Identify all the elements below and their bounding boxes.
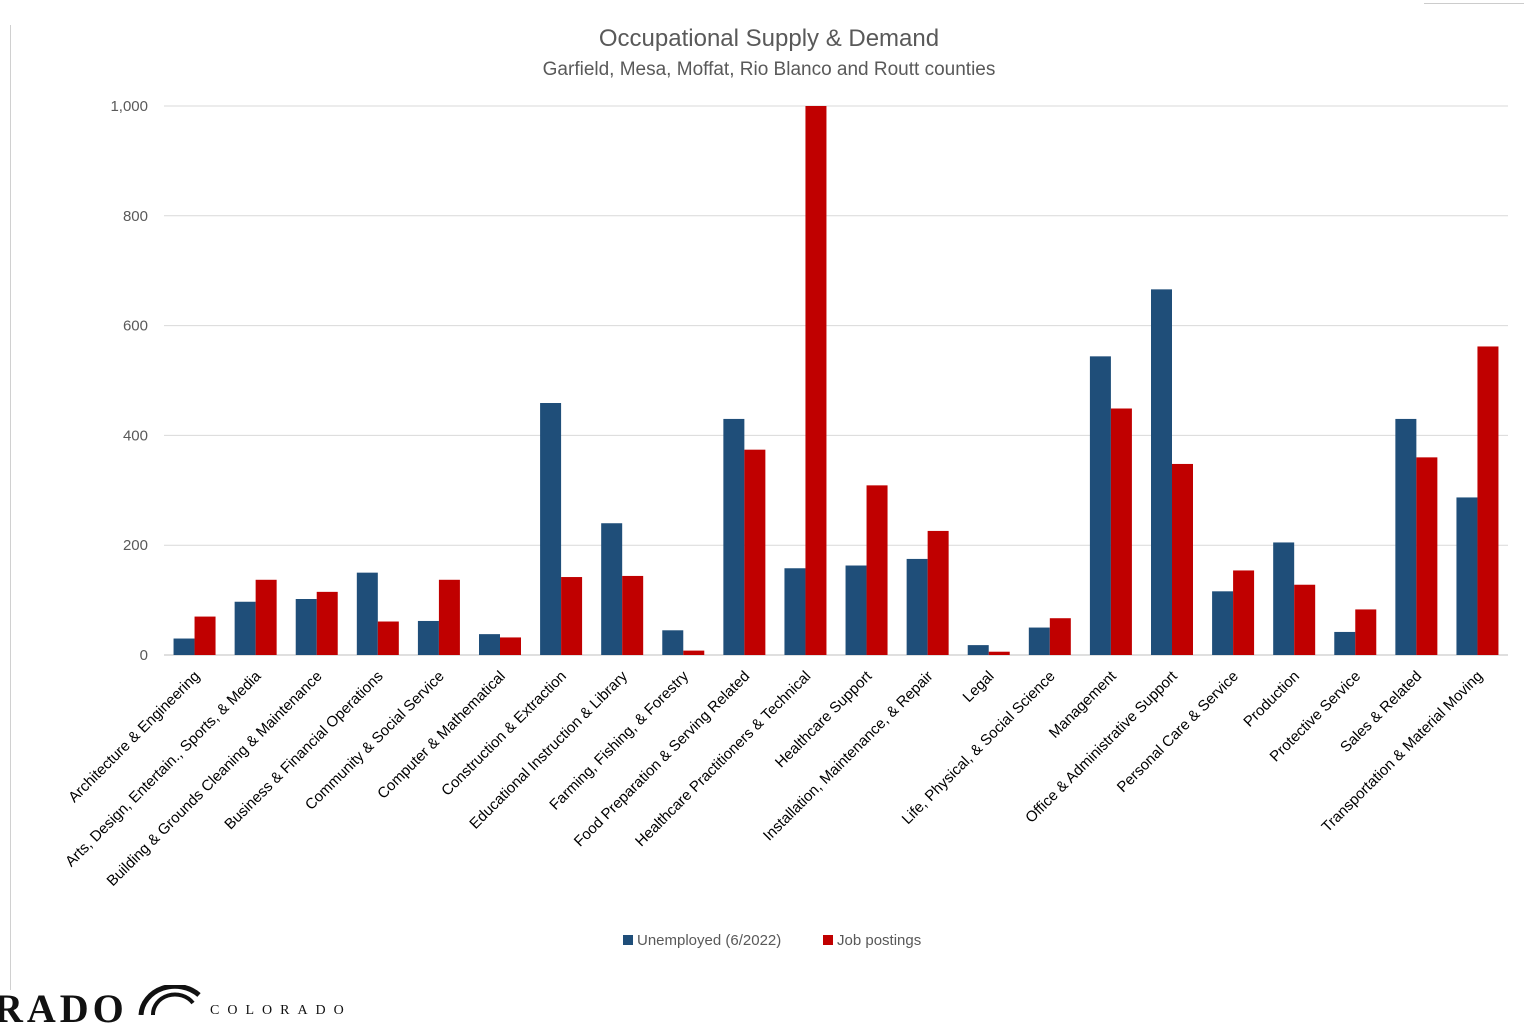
- bar-unemployed: [1395, 418, 1417, 655]
- y-tick-label: 600: [123, 318, 148, 335]
- bar-unemployed: [1089, 356, 1111, 655]
- bar-job-postings: [866, 485, 888, 655]
- bar-job-postings: [194, 616, 216, 655]
- bar-unemployed: [173, 638, 195, 655]
- logo-left-wordmark: RADO: [0, 986, 128, 1031]
- x-tick-label: Construction & Extraction: [438, 668, 570, 800]
- bar-unemployed: [845, 565, 867, 655]
- bar-job-postings: [255, 579, 277, 655]
- bar-unemployed: [1212, 591, 1234, 655]
- x-tick-label: Building & Grounds Cleaning & Maintenanc…: [104, 668, 326, 890]
- chart-frame-top-border: [1424, 3, 1524, 4]
- bar-job-postings: [683, 650, 705, 655]
- logo-right-wordmark: COLORADO: [210, 1003, 352, 1018]
- bar-unemployed: [295, 599, 317, 655]
- x-tick-label: Personal Care & Service: [1114, 668, 1242, 796]
- bar-unemployed: [479, 634, 500, 655]
- chart-frame-left-border: [10, 25, 11, 990]
- bar-job-postings: [805, 106, 827, 655]
- x-tick-label: Legal: [960, 668, 998, 706]
- bar-unemployed: [601, 523, 623, 655]
- legend-label-unemployed: Unemployed (6/2022): [637, 932, 781, 949]
- bar-unemployed: [784, 568, 806, 655]
- bar-job-postings: [1477, 346, 1499, 655]
- bar-job-postings: [316, 591, 338, 655]
- bar-unemployed: [1151, 289, 1172, 655]
- legend-label-job-postings: Job postings: [837, 932, 921, 949]
- bar-job-postings: [561, 577, 583, 655]
- bar-unemployed: [906, 558, 928, 655]
- bar-unemployed: [967, 645, 989, 655]
- bar-unemployed: [540, 403, 562, 655]
- chart-title: Occupational Supply & Demand: [599, 25, 939, 52]
- legend-swatch-job-postings: [823, 935, 833, 945]
- colorado-logo-mark-icon: [138, 985, 201, 1015]
- legend-swatch-unemployed: [623, 935, 633, 945]
- legend: Unemployed (6/2022) Job postings: [623, 932, 921, 949]
- bar-job-postings: [744, 449, 766, 655]
- bar-job-postings: [1049, 618, 1071, 655]
- y-tick-label: 1,000: [110, 98, 148, 115]
- x-tick-label: Computer & Mathematical: [374, 668, 509, 803]
- bar-job-postings: [927, 530, 949, 655]
- bar-job-postings: [988, 651, 1010, 655]
- bar-unemployed: [1334, 631, 1356, 655]
- bar-job-postings: [1416, 457, 1438, 655]
- y-tick-label: 200: [123, 537, 148, 554]
- x-tick-label: Production: [1240, 668, 1303, 731]
- bar-job-postings: [1110, 408, 1132, 655]
- bar-unemployed: [662, 630, 684, 655]
- y-tick-label: 800: [123, 208, 148, 225]
- bars: [173, 106, 1499, 655]
- bar-unemployed: [1456, 497, 1478, 655]
- bar-unemployed: [356, 572, 378, 655]
- y-tick-label: 0: [140, 647, 148, 664]
- bar-unemployed: [1028, 627, 1050, 655]
- chart-subtitle: Garfield, Mesa, Moffat, Rio Blanco and R…: [543, 59, 996, 80]
- y-axis-ticks: 0 200 400 600 800 1,000: [110, 98, 148, 664]
- bar-unemployed: [1273, 542, 1295, 655]
- bar-job-postings: [500, 637, 521, 655]
- y-tick-label: 400: [123, 427, 148, 444]
- bar-job-postings: [438, 579, 460, 655]
- bar-job-postings: [377, 621, 399, 655]
- bar-job-postings: [1233, 570, 1255, 655]
- bar-job-postings: [1355, 609, 1377, 655]
- bar-unemployed: [417, 620, 439, 655]
- bar-unemployed: [723, 418, 745, 655]
- bar-job-postings: [1294, 584, 1316, 655]
- footer-logos: RADO COLORADO: [0, 985, 520, 1031]
- bar-job-postings: [622, 575, 644, 655]
- bar-unemployed: [234, 601, 256, 655]
- bar-job-postings: [1172, 463, 1193, 655]
